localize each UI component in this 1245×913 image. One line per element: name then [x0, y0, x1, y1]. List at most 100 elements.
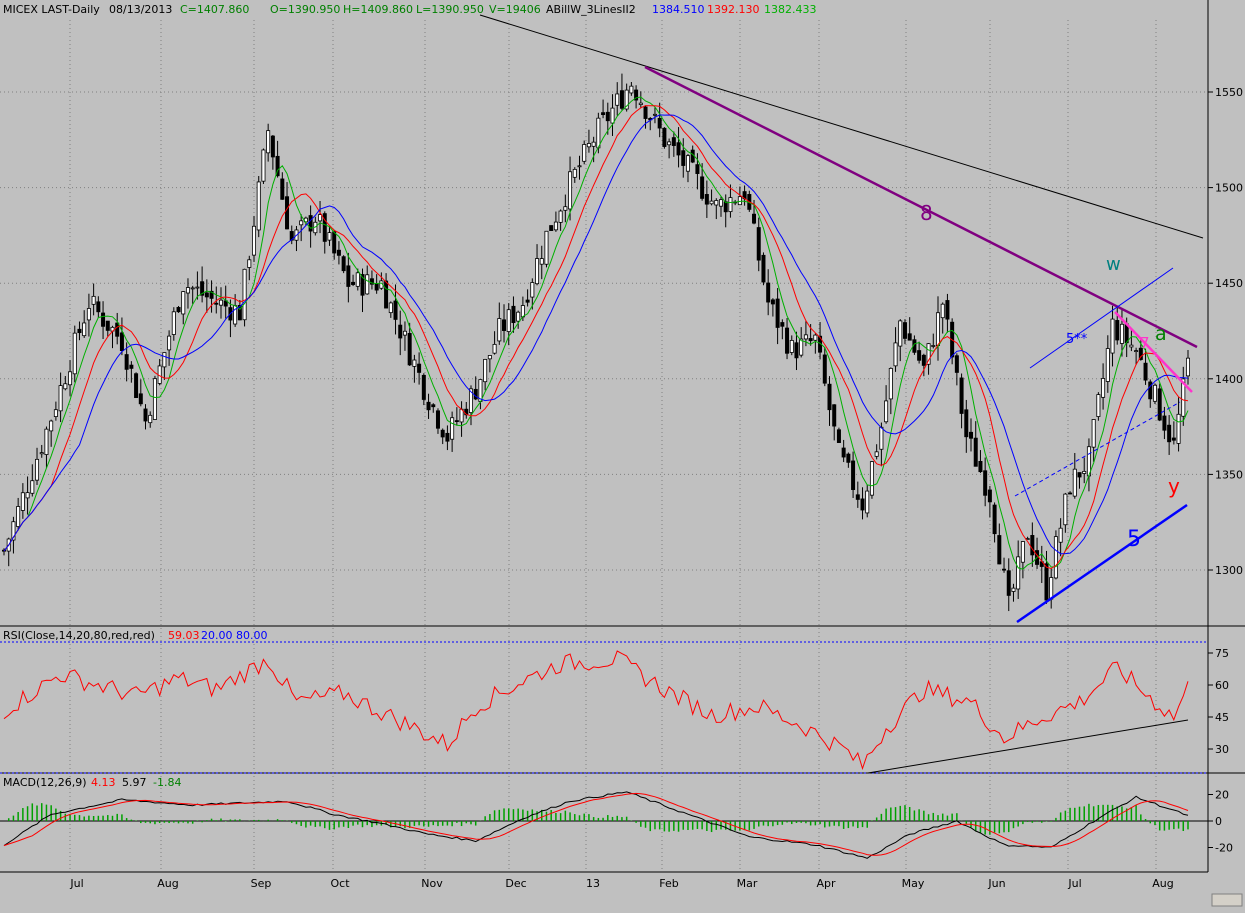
candle-body — [591, 141, 596, 147]
candle-body — [39, 452, 44, 455]
candle-body — [549, 225, 554, 231]
candle-body — [572, 168, 577, 178]
candle-body — [917, 350, 922, 361]
candle-body — [483, 358, 488, 383]
candle-body — [884, 400, 889, 423]
candle-body — [341, 256, 346, 272]
candle-body — [940, 303, 945, 319]
candle-body — [582, 144, 587, 162]
candle-body — [252, 225, 257, 256]
candle-body — [652, 113, 657, 116]
candle-body — [836, 429, 841, 443]
candle-body — [714, 200, 719, 206]
candle-body — [766, 282, 771, 303]
candle-body — [1091, 419, 1096, 448]
header-symbol: MICEX LAST-Daily — [3, 3, 100, 16]
wave-label-a: a — [1155, 323, 1167, 345]
candle-body — [35, 458, 40, 481]
candle-body — [1044, 563, 1049, 601]
wave-8-trend-line — [644, 65, 1198, 349]
candle-body — [1020, 541, 1025, 563]
candle-body — [728, 197, 733, 213]
candle-body — [671, 137, 676, 146]
candle-body — [770, 299, 775, 305]
candle-body — [1072, 468, 1077, 497]
rsi-label: RSI(Close,14,20,80,red,red) — [3, 629, 155, 642]
macd-signal-line — [3, 792, 1189, 856]
month-label: Aug — [1152, 877, 1173, 890]
candle-body — [105, 320, 110, 331]
candle-body — [280, 178, 285, 200]
candle-body — [775, 298, 780, 328]
candle-body — [667, 141, 672, 146]
month-label: Apr — [816, 877, 836, 890]
candle-body — [789, 340, 794, 353]
candle-body — [535, 258, 540, 285]
candle-body — [624, 89, 629, 110]
candle-body — [502, 319, 507, 331]
candle-body — [586, 143, 591, 148]
month-label: Nov — [421, 877, 443, 890]
candle-body — [185, 287, 190, 294]
candle-body — [1016, 556, 1021, 590]
candle-body — [1006, 570, 1011, 596]
macd-hist-value: -1.84 — [153, 776, 181, 789]
candle-body — [63, 383, 68, 390]
candle-body — [558, 210, 563, 223]
candle-body — [516, 311, 521, 322]
candle-body — [643, 106, 648, 119]
candle-body — [1134, 350, 1139, 352]
candle-body — [101, 312, 106, 327]
candle-body — [893, 342, 898, 367]
month-label: Aug — [157, 877, 178, 890]
candle-body — [398, 324, 403, 339]
candle-body — [266, 130, 271, 154]
candle-body — [902, 322, 907, 339]
candle-body — [1138, 347, 1143, 360]
candle-body — [1082, 470, 1087, 474]
candle-body — [1119, 323, 1124, 344]
candle-body — [921, 354, 926, 366]
candle-body — [223, 300, 228, 307]
candle-body — [1176, 413, 1181, 444]
candle-body — [450, 417, 455, 440]
candle-body — [662, 127, 667, 147]
candle-body — [421, 374, 426, 400]
candle-body — [91, 295, 96, 305]
candle-body — [685, 155, 690, 172]
price-tick-label: 1300 — [1215, 564, 1243, 577]
macd-value: 4.13 — [91, 776, 116, 789]
rsi-axis-ticks: 75 60 45 30 — [1208, 647, 1229, 756]
candle-body — [454, 420, 459, 422]
candle-body — [1011, 587, 1016, 592]
month-label: 13 — [586, 877, 600, 890]
candle-body — [945, 300, 950, 320]
candle-body — [785, 327, 790, 354]
month-label: Jun — [987, 877, 1005, 890]
candle-body — [808, 338, 813, 342]
candle-body — [176, 307, 181, 313]
candle-body — [987, 489, 992, 503]
candle-body — [261, 149, 266, 182]
scroll-button[interactable] — [1211, 893, 1243, 907]
moving-averages — [3, 96, 1189, 570]
wave-5-trend-line — [1016, 503, 1188, 624]
candle-body — [402, 330, 407, 336]
candle-body — [629, 85, 634, 94]
candle-body — [204, 292, 209, 298]
channel-line-upper — [1029, 267, 1174, 369]
wave-label-w: w — [1106, 254, 1121, 275]
month-label: Mar — [737, 877, 758, 890]
candle-body — [1115, 320, 1120, 341]
candle-body — [605, 111, 610, 122]
candle-body — [336, 249, 341, 256]
candle-body — [308, 215, 313, 232]
candle-body — [20, 492, 25, 511]
rsi-value: 59.03 — [168, 629, 200, 642]
header-low: L=1390.950 — [416, 3, 484, 16]
candle-body — [384, 280, 389, 309]
candle-body — [822, 354, 827, 384]
candle-body — [525, 299, 530, 303]
candle-body — [700, 176, 705, 199]
